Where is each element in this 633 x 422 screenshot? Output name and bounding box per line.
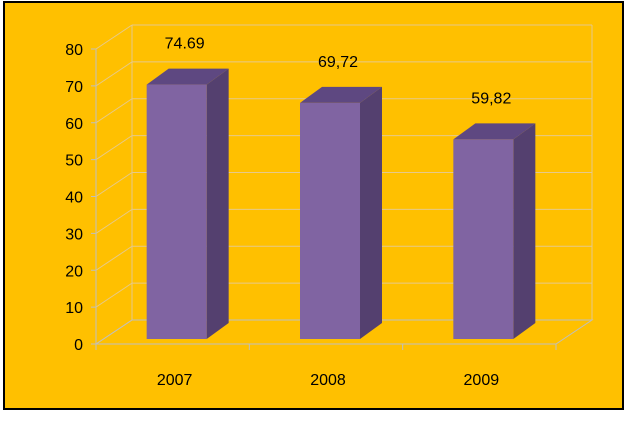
- bar-side: [513, 123, 536, 339]
- gridline-side: [95, 135, 133, 161]
- y-tick-label: 20: [65, 263, 83, 280]
- bar-side: [206, 68, 229, 339]
- gridline-side: [95, 98, 133, 124]
- gridline-side: [95, 172, 133, 197]
- y-tick-label: 30: [65, 226, 83, 243]
- bar-top: [300, 86, 382, 103]
- y-tick-label: 50: [65, 153, 83, 170]
- y-tick-label: 10: [65, 300, 83, 317]
- gridline-side: [95, 61, 133, 87]
- bar-2007: [146, 68, 229, 339]
- data-label: 69,72: [318, 54, 358, 71]
- x-tick-label: 2007: [157, 372, 193, 389]
- bar-top: [453, 123, 536, 140]
- bar-front: [300, 102, 360, 339]
- bar-side: [360, 86, 382, 339]
- y-tick-label: 60: [65, 116, 83, 133]
- y-tick-label: 40: [65, 190, 83, 207]
- data-label: 74.69: [165, 36, 205, 53]
- x-tick-label: 2008: [310, 372, 346, 389]
- bar-2008: [300, 86, 382, 339]
- gridline-side: [95, 24, 133, 50]
- gridline-side: [95, 245, 133, 271]
- y-tick-label: 80: [65, 42, 83, 59]
- bar-front: [146, 84, 207, 339]
- gridline-side: [95, 208, 133, 234]
- bar-2009: [453, 123, 536, 339]
- bar-top: [146, 68, 229, 85]
- y-tick-label: 0: [74, 337, 83, 354]
- x-tick-label: 2009: [464, 372, 500, 389]
- gridline-side: [95, 282, 133, 308]
- bar-front: [453, 139, 514, 339]
- y-tick-label: 70: [65, 79, 83, 96]
- data-label: 59,82: [471, 90, 511, 107]
